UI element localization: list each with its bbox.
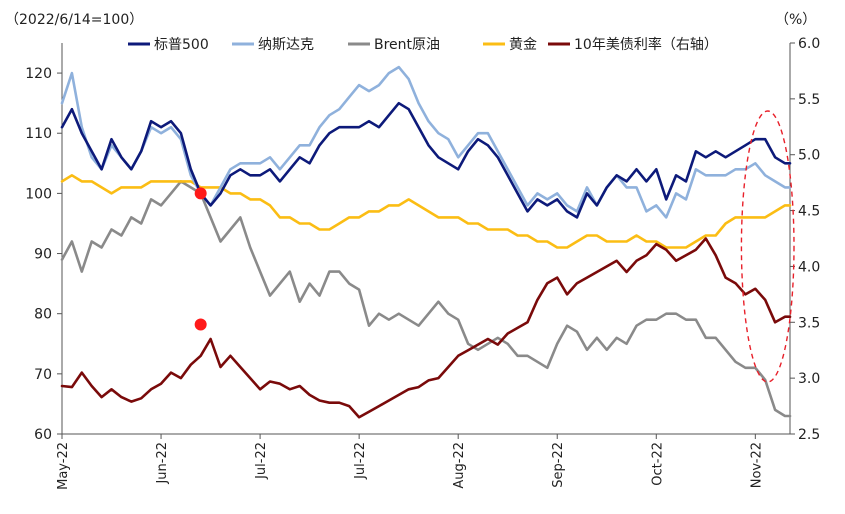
right-axis-title: （%） <box>775 12 816 28</box>
left-tick-label: 90 <box>34 247 52 263</box>
left-tick-label: 80 <box>34 307 52 323</box>
legend: 标普500 纳斯达克 Brent原油 黄金 10年美债利率（右轴） <box>128 36 718 53</box>
legend-label: 标普500 <box>154 37 209 53</box>
x-axis-ticks: May-22 Jun-22 Jul-22 Jul-22 Aug-22 Sep-22 Oct-… <box>56 434 764 490</box>
left-tick-label: 60 <box>34 427 52 443</box>
x-tick-label: Aug-22 <box>452 442 467 489</box>
x-tick-label: Jul-22 <box>353 442 368 480</box>
legend-label: 黄金 <box>509 36 537 53</box>
right-tick-label: 3.0 <box>798 371 820 387</box>
right-tick-label: 5.0 <box>798 148 820 164</box>
highlight-marker <box>194 318 207 331</box>
left-axis-ticks: 60 70 80 90 100 110 120 <box>25 66 62 443</box>
x-tick-label: Jul-22 <box>254 442 269 480</box>
right-tick-label: 5.5 <box>798 92 820 108</box>
left-axis-title: （2022/6/14=100） <box>5 12 143 28</box>
right-tick-label: 6.0 <box>798 36 820 52</box>
chart-frame <box>61 43 791 435</box>
legend-label: 纳斯达克 <box>258 37 314 53</box>
x-tick-label: Jun-22 <box>155 442 170 485</box>
highlight-ellipse <box>740 110 795 383</box>
series-layer <box>60 65 792 419</box>
right-tick-label: 3.5 <box>798 315 820 331</box>
x-tick-label: May-22 <box>56 442 71 490</box>
right-axis-ticks: 2.5 3.0 3.5 4.0 4.5 5.0 5.5 6.0 <box>790 36 820 443</box>
series-line-2 <box>60 180 792 418</box>
annotation-layer <box>194 110 795 383</box>
series-line-1 <box>60 65 792 219</box>
highlight-marker <box>194 187 207 200</box>
legend-label: Brent原油 <box>374 37 440 53</box>
x-tick-label: Nov-22 <box>749 442 764 488</box>
left-tick-label: 100 <box>25 186 52 202</box>
left-tick-label: 70 <box>34 367 52 383</box>
series-line-4 <box>60 237 792 419</box>
right-tick-label: 2.5 <box>798 427 820 443</box>
series-line-3 <box>60 174 792 249</box>
x-tick-label: Oct-22 <box>650 442 665 486</box>
legend-label: 10年美债利率（右轴） <box>574 36 718 53</box>
left-tick-label: 120 <box>25 66 52 82</box>
left-tick-label: 110 <box>25 126 52 142</box>
x-tick-label: Sep-22 <box>551 442 566 488</box>
right-tick-label: 4.5 <box>798 204 820 220</box>
right-tick-label: 4.0 <box>798 259 820 275</box>
series-line-0 <box>60 101 792 219</box>
